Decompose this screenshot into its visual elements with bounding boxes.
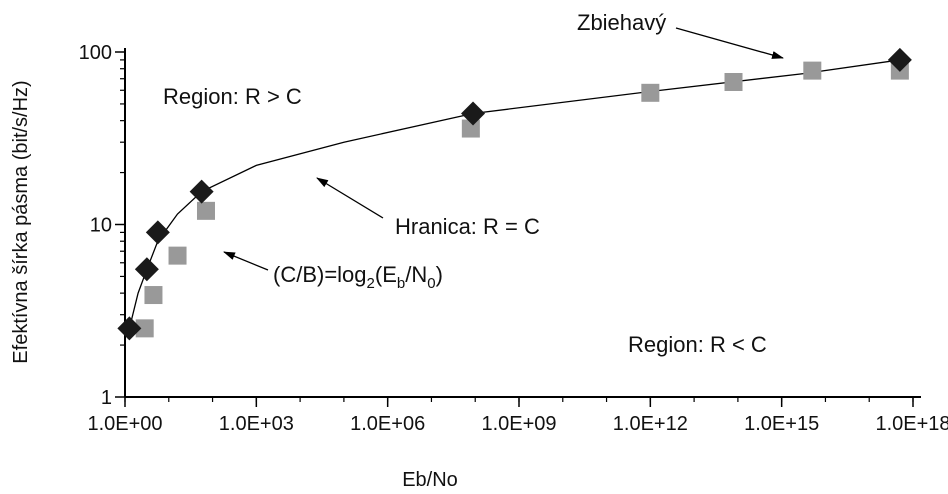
square-point	[135, 319, 154, 338]
x-tick-label: 1.0E+15	[744, 413, 819, 435]
formula-label: (C/B)=log2(Eb/N0)	[273, 262, 443, 292]
boundary-label: Hranica: R = C	[395, 214, 540, 239]
diamond-point	[189, 179, 214, 204]
x-tick-label: 1.0E+06	[350, 413, 425, 435]
x-tick-label: 1.0E+00	[87, 413, 162, 435]
y-axis-title: Efektívna šírka pásma (bit/s/Hz)	[10, 80, 32, 363]
diamond-point	[461, 101, 486, 126]
diamond-point	[117, 316, 142, 341]
diamond-point	[134, 257, 159, 282]
y-tick-label: 1	[101, 387, 112, 409]
region-above-label: Region: R > C	[163, 84, 302, 109]
major-ticks	[115, 51, 914, 407]
square-point	[461, 119, 480, 138]
x-tick-label: 1.0E+03	[219, 413, 294, 435]
diamond-point	[887, 47, 912, 72]
square-point	[168, 246, 187, 265]
x-tick-label: 1.0E+18	[875, 413, 948, 435]
y-tick-labels: 1 10 100	[79, 42, 112, 409]
x-tick-label: 1.0E+12	[613, 413, 688, 435]
square-point	[144, 286, 163, 305]
x-axis-title: Eb/No	[402, 469, 458, 491]
square-series	[135, 61, 909, 338]
y-tick-label: 10	[90, 215, 112, 237]
diamond-point	[145, 220, 170, 245]
convergent-arrow	[675, 27, 784, 59]
diamond-series	[117, 47, 912, 341]
y-tick-label: 100	[79, 42, 112, 64]
boundary-arrow	[316, 177, 384, 219]
square-point	[803, 61, 822, 80]
region-below-label: Region: R < C	[628, 332, 767, 357]
square-point	[724, 73, 743, 92]
formula-arrow	[223, 251, 269, 271]
square-point	[641, 83, 660, 102]
x-tick-labels: 1.0E+00 1.0E+03 1.0E+06 1.0E+09 1.0E+12 1.0E+…	[87, 413, 948, 435]
x-tick-label: 1.0E+09	[481, 413, 556, 435]
convergent-label: Zbiehavý	[577, 10, 666, 35]
square-point	[196, 201, 215, 220]
